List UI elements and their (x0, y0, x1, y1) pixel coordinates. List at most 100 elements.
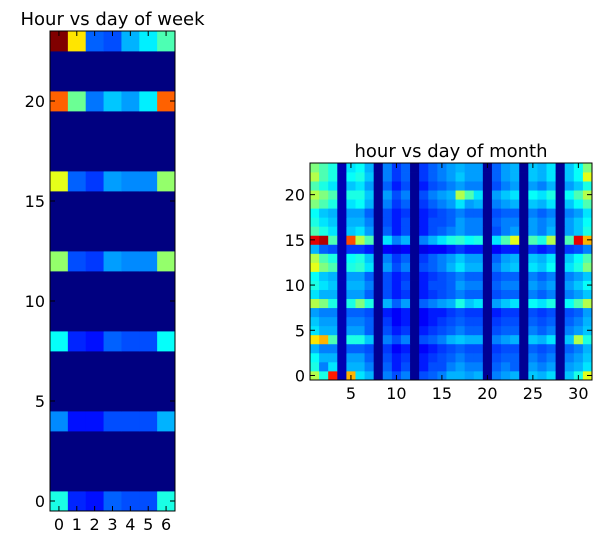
heatmap-cell-month (446, 163, 456, 173)
heatmap-cell-month (337, 190, 347, 200)
heatmap-cell-month (337, 208, 347, 218)
heatmap-cell-month (491, 226, 502, 236)
heatmap-cell-week (157, 151, 176, 172)
heatmap-cell-week (157, 451, 176, 472)
heatmap-cell-month (437, 289, 447, 300)
heatmap-cell-month (528, 289, 538, 300)
heatmap-cell-month (382, 172, 393, 182)
heatmap-cell-week (121, 491, 140, 512)
heatmap-cell-month (510, 343, 520, 354)
heatmap-cell-month (328, 244, 338, 254)
heatmap-cell-month (437, 262, 447, 272)
heatmap-cell-month (391, 271, 402, 281)
heatmap-cell-month (546, 235, 557, 245)
heatmap-cell-month (391, 352, 402, 363)
heatmap-cell-month (373, 343, 384, 354)
heatmap-cell-month (328, 334, 338, 345)
heatmap-cell-month (482, 181, 493, 191)
heatmap-cell-month (510, 361, 520, 372)
heatmap-cell-month (455, 226, 466, 236)
heatmap-cell-week (50, 31, 69, 52)
heatmap-cell-month (364, 226, 375, 236)
heatmap-cell-month (410, 343, 420, 354)
heatmap-cell-month (373, 352, 384, 363)
heatmap-cell-month (482, 172, 493, 182)
heatmap-cell-month (391, 172, 402, 182)
heatmap-cell-week (139, 491, 158, 512)
x-tick-label-week: 1 (72, 515, 82, 534)
heatmap-cell-week (67, 51, 87, 72)
heatmap-cell-month (373, 271, 384, 281)
heatmap-cell-week (103, 471, 122, 492)
heatmap-cell-month (437, 217, 447, 227)
heatmap-cell-month (482, 352, 493, 363)
heatmap-cell-month (482, 280, 493, 290)
heatmap-cell-month (564, 226, 575, 236)
heatmap-cell-month (519, 244, 529, 254)
heatmap-cell-month (319, 217, 329, 227)
heatmap-cell-month (310, 172, 320, 182)
heatmap-cell-month (528, 199, 538, 209)
heatmap-cell-month (564, 181, 575, 191)
heatmap-cell-month (410, 361, 420, 372)
heatmap-cell-month (364, 334, 375, 345)
heatmap-cell-month (546, 370, 557, 381)
heatmap-cell-month (528, 172, 538, 182)
heatmap-cell-month (519, 172, 529, 182)
heatmap-cell-month (337, 244, 347, 254)
heatmap-cell-month (501, 208, 511, 218)
heatmap-cell-month (364, 235, 375, 245)
heatmap-cell-month (464, 244, 475, 254)
heatmap-cell-month (464, 190, 475, 200)
heatmap-cell-month (346, 280, 356, 290)
heatmap-cell-month (510, 244, 520, 254)
heatmap-cell-month (446, 370, 456, 381)
heatmap-cell-week (157, 431, 176, 452)
heatmap-cell-month (564, 271, 575, 281)
heatmap-cell-month (537, 235, 547, 245)
heatmap-panel-month: hour vs day of month 5 10 15 20 25 30 0 5 10 15 20 (285, 141, 593, 403)
heatmap-cell-month (346, 172, 356, 182)
heatmap-cell-month (455, 217, 466, 227)
heatmap-cell-month (437, 352, 447, 363)
heatmap-cell-month (482, 190, 493, 200)
heatmap-cell-week (67, 91, 87, 112)
heatmap-cell-month (391, 307, 402, 318)
heatmap-cell-week (85, 331, 104, 352)
heatmap-cell-month (437, 280, 447, 290)
heatmap-cell-month (455, 181, 466, 191)
heatmap-cell-month (310, 199, 320, 209)
heatmap-cell-month (410, 325, 420, 336)
heatmap-cell-week (139, 31, 158, 52)
heatmap-cell-week (85, 491, 104, 512)
heatmap-cell-month (546, 226, 557, 236)
heatmap-cell-month (364, 280, 375, 290)
heatmap-cell-month (382, 361, 393, 372)
heatmap-cell-week (157, 351, 176, 372)
heatmap-cell-month (337, 289, 347, 300)
heatmap-cell-week (67, 471, 87, 492)
heatmap-cell-month (410, 199, 420, 209)
heatmap-cell-month (464, 253, 475, 263)
heatmap-cell-month (573, 361, 584, 372)
y-tick-label-month: 5 (295, 321, 305, 340)
y-tick-label-month: 20 (285, 186, 305, 205)
heatmap-cell-week (157, 291, 176, 312)
heatmap-cell-week (67, 171, 87, 192)
x-tick-label-month: 5 (346, 384, 356, 403)
heatmap-cell-month (582, 352, 593, 363)
heatmap-cell-month (555, 271, 566, 281)
heatmap-cell-month (564, 316, 575, 327)
heatmap-cell-month (555, 190, 566, 200)
heatmap-cell-month (428, 280, 438, 290)
heatmap-cell-month (400, 262, 411, 272)
heatmap-cell-month (391, 235, 402, 245)
heatmap-cell-month (455, 172, 466, 182)
heatmap-cell-month (419, 253, 429, 263)
heatmap-cell-month (428, 352, 438, 363)
heatmap-cell-month (382, 181, 393, 191)
heatmap-cell-month (455, 163, 466, 173)
heatmap-cell-month (573, 190, 584, 200)
heatmap-cell-week (157, 51, 176, 72)
heatmap-cell-month (510, 163, 520, 173)
